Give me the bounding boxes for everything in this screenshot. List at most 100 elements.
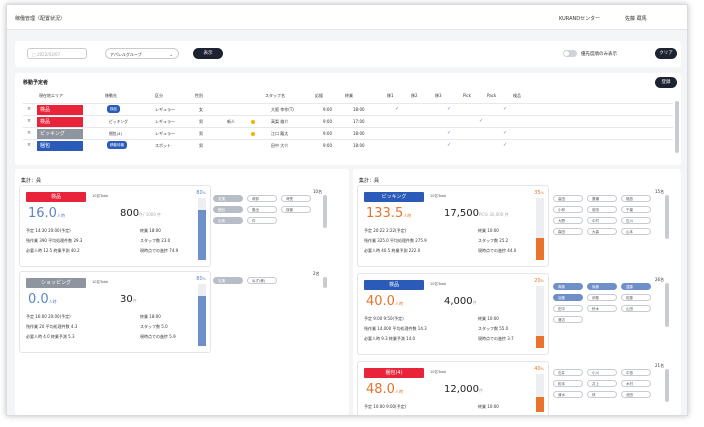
- area-card[interactable]: 検品 10名Total 40.0人時 4,000件 予定 9:00 9:50(予定) 終業…: [357, 273, 549, 355]
- required-hours-unit: 人時: [48, 299, 57, 304]
- chip-scrollbar[interactable]: [323, 277, 327, 288]
- staff-chip[interactable]: 件: [247, 217, 277, 224]
- staff-chip[interactable]: 小川: [587, 369, 617, 376]
- processed-count-unit: 件: [479, 388, 483, 393]
- staff-chip[interactable]: 清水: [553, 391, 583, 398]
- center-name[interactable]: KURANDセンター: [559, 16, 601, 22]
- area-card[interactable]: ショッピング 10名Total 0.0人時 30件 予定 16:00 20:00(予定)…: [19, 271, 211, 353]
- staff-chip[interactable]: 石川: [621, 217, 651, 224]
- col-header-pick[interactable]: Pick: [463, 93, 471, 98]
- close-icon[interactable]: ×: [27, 106, 32, 112]
- progress-percent: 80%: [196, 276, 206, 282]
- staff-chip[interactable]: 松本: [553, 380, 583, 387]
- col-header-kenpin[interactable]: 検品: [513, 93, 521, 98]
- staff-chip[interactable]: 近藤: [553, 294, 583, 301]
- staff-chip[interactable]: 搬出: [247, 206, 277, 213]
- staff-chip[interactable]: 梱包: [213, 206, 243, 213]
- staff-chip[interactable]: 支援: [213, 195, 243, 202]
- staff-chip[interactable]: 小林: [553, 206, 583, 213]
- chip-scrollbar[interactable]: [665, 283, 669, 327]
- chip-scrollbar[interactable]: [665, 369, 669, 402]
- progress-gauge: [198, 284, 206, 346]
- staff-chip[interactable]: 林: [587, 391, 617, 398]
- staff-chip[interactable]: 前田: [587, 206, 617, 213]
- close-icon[interactable]: ×: [27, 118, 32, 124]
- staff-chip[interactable]: 森田: [553, 228, 583, 235]
- staff-chip[interactable]: 井上: [587, 380, 617, 387]
- staff-chip[interactable]: 荷受: [281, 195, 311, 202]
- area-tag[interactable]: 検品: [364, 280, 424, 290]
- user-name[interactable]: 佐藤 蔵馬: [625, 16, 647, 22]
- group-select[interactable]: アパレルグループ ⌄: [105, 48, 179, 59]
- chip-scrollbar[interactable]: [323, 195, 327, 228]
- staff-chip[interactable]: 福島: [621, 195, 651, 202]
- staff-chip[interactable]: 佐藤: [621, 294, 651, 301]
- staff-chip[interactable]: 山田: [621, 305, 651, 312]
- staff-chip[interactable]: 鈴木: [587, 305, 617, 312]
- staff-chip[interactable]: 大森: [587, 228, 617, 235]
- area-card[interactable]: 検品 10名Total 16.0人時 800件/ 1000 件予定 14:30 20:…: [19, 185, 211, 267]
- display-button[interactable]: 表示: [193, 48, 223, 59]
- dest-tag[interactable]: 検品: [107, 105, 120, 113]
- staff-chip[interactable]: 遠藤: [621, 283, 651, 290]
- staff-chip[interactable]: 大野: [553, 217, 583, 224]
- staff-chip[interactable]: 山本: [621, 228, 651, 235]
- staff-chip[interactable]: 田中: [553, 305, 583, 312]
- col-header-support[interactable]: 応援: [315, 93, 323, 98]
- table-row[interactable]: × 検品 ピッキング レギュラー 男 新人 高梨 雄介 9:00 17:00 ✓: [23, 115, 673, 128]
- required-hours: 40.0人時: [366, 294, 403, 309]
- col-header-kubun[interactable]: 区分: [155, 93, 163, 98]
- col-header-area[interactable]: 現在地エリア: [39, 93, 63, 98]
- end-cell: 17:00: [353, 119, 365, 124]
- staff-chip[interactable]: 千葉: [621, 206, 651, 213]
- staff-chip[interactable]: 後藤: [587, 283, 617, 290]
- close-icon[interactable]: ×: [27, 130, 32, 136]
- staff-chip[interactable]: 石井: [553, 369, 583, 376]
- date-input[interactable]: ▢ 2022/03/07: [27, 48, 87, 59]
- table-row[interactable]: × 梱包 移動待機 スポット 男 田中 大介 9:00 18:00 ✓ ✓: [23, 139, 673, 152]
- area-tag[interactable]: 梱包(4): [364, 368, 424, 378]
- table-row[interactable]: × ピッキング 梱包(4) レギュラー 男 江口 龍太 9:00 18:00 ✓…: [23, 127, 673, 140]
- col-header-move2[interactable]: 移2: [411, 93, 418, 98]
- area-tag[interactable]: 検品: [26, 192, 86, 202]
- sex-cell: 男: [199, 143, 203, 148]
- area-tag[interactable]: ショッピング: [26, 278, 86, 288]
- staff-chip[interactable]: 中島: [621, 369, 651, 376]
- staff-chip[interactable]: 荷卸: [247, 195, 277, 202]
- staff-chip[interactable]: 木村: [621, 380, 651, 387]
- table-row[interactable]: × 検品 検品 レギュラー 女 大阪 幸作(T) 9:00 18:00 ✓ ✓ …: [23, 103, 673, 116]
- chip-scrollbar[interactable]: [665, 195, 669, 239]
- card-stat-line: 予定 14:30 20:00(予定): [26, 228, 71, 233]
- register-button[interactable]: 登録: [655, 77, 677, 88]
- staff-chip[interactable]: 廣瀬: [587, 195, 617, 202]
- staff-chip[interactable]: 支援: [213, 277, 243, 284]
- staff-chip[interactable]: 出荷: [213, 217, 243, 224]
- priority-toggle[interactable]: [563, 50, 577, 57]
- card-total: 10名Total: [92, 194, 109, 198]
- progress-percent-value: 80: [196, 276, 203, 282]
- area-tag: ピッキング: [37, 129, 83, 139]
- area-tag[interactable]: ピッキング: [364, 192, 424, 202]
- dest-tag[interactable]: 移動待機: [107, 141, 127, 149]
- staff-chip[interactable]: 伊藤: [587, 294, 617, 301]
- col-header-move1[interactable]: 移1: [387, 93, 394, 98]
- staff-chip[interactable]: 斉藤: [553, 283, 583, 290]
- staff-chip[interactable]: 池田: [621, 391, 651, 398]
- col-header-sex[interactable]: 性別: [195, 93, 203, 98]
- staff-chip[interactable]: 高田: [553, 195, 583, 202]
- area-card[interactable]: ピッキング 10名Total 133.5人時 17,500PCS/ 30,000 件予…: [357, 185, 549, 267]
- staff-chip[interactable]: 保管: [281, 206, 311, 213]
- staff-chip[interactable]: 中村: [587, 217, 617, 224]
- col-header-move3[interactable]: 移3: [435, 93, 442, 98]
- clear-button[interactable]: クリア: [655, 48, 677, 59]
- col-header-end[interactable]: 終業: [345, 93, 353, 98]
- schedule-scrollbar[interactable]: [675, 101, 679, 153]
- close-icon[interactable]: ×: [27, 142, 32, 148]
- col-header-pack[interactable]: Pack: [487, 93, 497, 98]
- staff-chip[interactable]: 渡辺: [553, 316, 583, 323]
- col-header-dest[interactable]: 移動先: [105, 93, 117, 98]
- area-card[interactable]: 梱包(4) 10名Total 48.0人時 12,000件 予定 10:00 9:00(…: [357, 361, 549, 415]
- col-header-staff[interactable]: スタッフ名: [265, 93, 285, 98]
- staff-chip[interactable]: ねず(移): [247, 277, 277, 284]
- progress-gauge-fill: [536, 397, 544, 412]
